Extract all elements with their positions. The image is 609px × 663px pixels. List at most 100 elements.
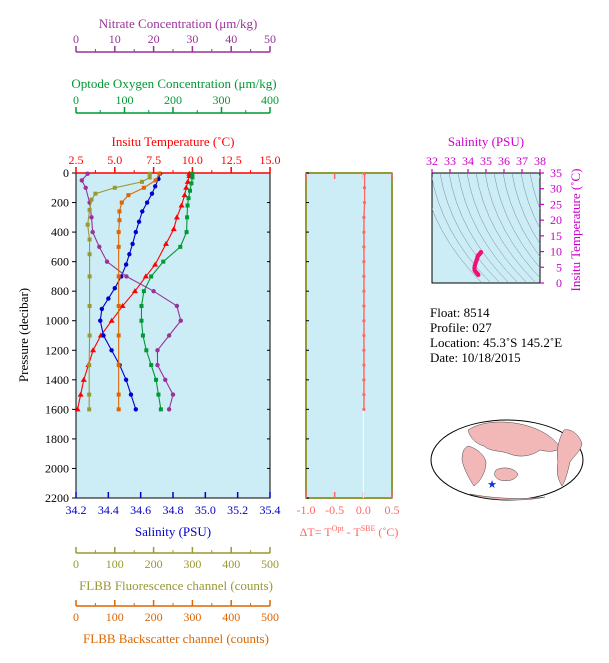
fluorescence-tick-label: 300 <box>183 557 201 571</box>
fluorescence-point <box>139 179 144 184</box>
fluorescence-profile-line <box>87 173 151 410</box>
delta-t-tick-label: 0.0 <box>356 503 371 517</box>
delta-t-series <box>362 172 367 411</box>
nitrate-point <box>104 259 110 264</box>
pressure-tick-label: 0 <box>63 166 69 180</box>
delta-t-tick-label: -1.0 <box>297 503 316 517</box>
fluorescence-point <box>87 392 92 397</box>
delta-t-point <box>362 172 367 176</box>
ts-contour-line <box>493 173 540 269</box>
fluorescence-axis-label: FLBB Fluorescence channel (counts) <box>79 578 273 593</box>
nitrate-tick-label: 40 <box>225 32 237 46</box>
pressure-tick-label: 1600 <box>45 402 69 416</box>
oxygen-axis-label: Optode Oxygen Concentration (μm/kg) <box>71 76 276 91</box>
ts-y-tick-label: 15 <box>550 229 562 243</box>
delta-t-axis-label: ΔT= TOpt - TSBE (˚C) <box>300 524 399 539</box>
oxygen-point <box>154 377 159 382</box>
delta-t-point <box>362 333 366 338</box>
temperature-point <box>77 391 84 397</box>
ts-x-tick-label: 36 <box>498 154 510 168</box>
fluorescence-axis: 0 100 200 300 400 500 <box>73 547 279 571</box>
ts-y-tick-label: 30 <box>550 182 562 196</box>
fluorescence-point <box>87 333 92 338</box>
salinity-axis: 34.2 34.4 34.6 34.8 35.0 35.2 35.4 <box>66 492 281 517</box>
salinity-point <box>112 286 118 291</box>
pressure-tick-label: 200 <box>51 196 69 210</box>
oxygen-point <box>178 244 183 249</box>
salinity-tick-label: 34.8 <box>163 503 184 517</box>
ts-contour-line <box>475 173 537 283</box>
salinity-point <box>109 348 114 353</box>
backscatter-tick-label: 100 <box>106 610 124 624</box>
nitrate-tick-label: 30 <box>186 32 198 46</box>
backscatter-axis-label: FLBB Backscatter channel (counts) <box>83 631 269 646</box>
salinity-point <box>153 184 158 189</box>
backscatter-point <box>117 218 122 223</box>
delta-t-point <box>362 363 366 367</box>
ts-contour-line <box>448 173 510 283</box>
temperature-point <box>163 240 170 246</box>
main-pressure-axis: 0 200 400 600 800 1000 1200 1400 1600 1800 2000 220… <box>45 166 270 505</box>
ts-y-tick-label: 20 <box>550 213 562 227</box>
location: Location: 45.3˚S 145.2˚E <box>430 335 562 350</box>
backscatter-point <box>116 230 121 235</box>
fluorescence-tick-label: 400 <box>222 557 240 571</box>
temperature-point <box>74 406 81 412</box>
land-americas <box>556 429 583 487</box>
salinity-tick-label: 35.2 <box>227 503 248 517</box>
land-africa <box>461 445 487 487</box>
nitrate-point <box>85 171 90 176</box>
temperature-point <box>184 178 191 184</box>
backscatter-point <box>117 209 122 214</box>
pressure-axis-label: Pressure (decibar) <box>16 288 31 382</box>
backscatter-tick-label: 500 <box>261 610 279 624</box>
pressure-tick-label: 2200 <box>45 491 69 505</box>
temperature-point <box>152 261 159 267</box>
temperature-tick-label: 12.5 <box>221 153 242 167</box>
delta-t-point <box>362 319 366 323</box>
pressure-tick-label: 400 <box>51 225 69 239</box>
temperature-point <box>90 347 97 353</box>
ts-y-tick-label: 35 <box>550 166 562 180</box>
nitrate-point <box>155 362 160 368</box>
backscatter-point <box>116 333 121 338</box>
nitrate-tick-label: 10 <box>109 32 121 46</box>
main-series <box>74 170 195 412</box>
temperature-point <box>80 376 87 382</box>
fluorescence-tick-label: 200 <box>145 557 163 571</box>
nitrate-point <box>174 303 180 309</box>
pressure-tick-label: 2000 <box>45 461 69 475</box>
ts-x-tick-label: 37 <box>516 154 528 168</box>
fluorescence-point <box>147 175 152 180</box>
temperature-tick-label: 2.5 <box>69 153 84 167</box>
fluorescence-point <box>85 222 90 227</box>
float-id: Float: 8514 <box>430 305 490 320</box>
temperature-point <box>173 214 180 220</box>
nitrate-point <box>170 392 176 397</box>
nitrate-axis: 0 10 20 30 40 50 <box>73 32 276 53</box>
nitrate-tick-label: 20 <box>148 32 160 46</box>
ts-contour-line <box>457 173 519 283</box>
delta-t-point <box>362 378 366 382</box>
ts-salinity-label: Salinity (PSU) <box>448 134 524 149</box>
ts-y-tick-label: 25 <box>550 197 562 211</box>
oxygen-point <box>141 289 146 294</box>
ts-plot-area <box>431 172 541 284</box>
ts-contour-line <box>439 173 501 283</box>
temperature-axis-label: Insitu Temperature (˚C) <box>111 134 234 149</box>
ts-x-tick-label: 38 <box>534 154 546 168</box>
main-plot-area <box>75 172 271 499</box>
backscatter-point <box>141 185 146 190</box>
delta-t-tick-label: -0.5 <box>325 503 344 517</box>
temperature-tick-label: 10.0 <box>182 153 203 167</box>
fluorescence-point <box>112 185 117 190</box>
nitrate-point <box>97 244 102 250</box>
ts-points <box>472 250 484 278</box>
oxygen-point <box>185 215 190 220</box>
profile-id: Profile: 027 <box>430 320 492 335</box>
nitrate-axis-label: Nitrate Concentration (μm/kg) <box>99 16 258 31</box>
ts-contour-line <box>484 173 540 279</box>
oxygen-tick-label: 200 <box>164 93 182 107</box>
backscatter-point <box>116 363 121 368</box>
